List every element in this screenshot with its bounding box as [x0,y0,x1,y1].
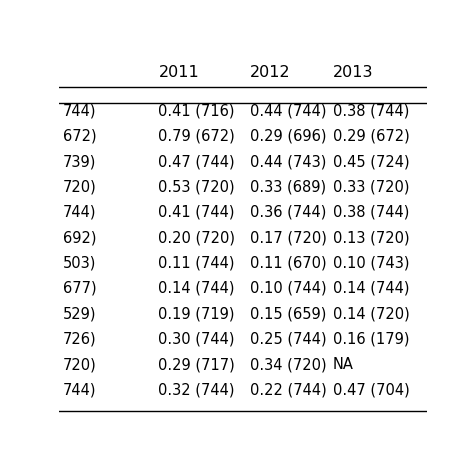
Text: 2012: 2012 [250,64,291,80]
Text: 0.29 (672): 0.29 (672) [333,129,410,144]
Text: 529): 529) [63,306,96,321]
Text: 0.33 (689): 0.33 (689) [250,180,327,194]
Text: 0.14 (720): 0.14 (720) [333,306,410,321]
Text: 0.15 (659): 0.15 (659) [250,306,327,321]
Text: 0.20 (720): 0.20 (720) [158,230,236,245]
Text: 720): 720) [63,357,97,372]
Text: 0.53 (720): 0.53 (720) [158,180,235,194]
Text: 0.32 (744): 0.32 (744) [158,383,235,397]
Text: 0.11 (744): 0.11 (744) [158,255,235,271]
Text: 0.47 (704): 0.47 (704) [333,383,410,397]
Text: 0.14 (744): 0.14 (744) [333,281,410,296]
Text: 720): 720) [63,180,97,194]
Text: 0.17 (720): 0.17 (720) [250,230,327,245]
Text: 744): 744) [63,383,96,397]
Text: 0.45 (724): 0.45 (724) [333,154,410,169]
Text: 0.44 (744): 0.44 (744) [250,103,327,118]
Text: 0.29 (696): 0.29 (696) [250,129,327,144]
Text: 0.13 (720): 0.13 (720) [333,230,410,245]
Text: 0.19 (719): 0.19 (719) [158,306,235,321]
Text: 0.11 (670): 0.11 (670) [250,255,327,271]
Text: 0.22 (744): 0.22 (744) [250,383,327,397]
Text: 0.38 (744): 0.38 (744) [333,205,410,220]
Text: 0.41 (716): 0.41 (716) [158,103,235,118]
Text: 672): 672) [63,129,97,144]
Text: 0.10 (744): 0.10 (744) [250,281,327,296]
Text: NA: NA [333,357,354,372]
Text: 692): 692) [63,230,96,245]
Text: 744): 744) [63,205,96,220]
Text: 0.29 (717): 0.29 (717) [158,357,235,372]
Text: 726): 726) [63,332,97,346]
Text: 503): 503) [63,255,96,271]
Text: 0.16 (179): 0.16 (179) [333,332,410,346]
Text: 0.14 (744): 0.14 (744) [158,281,235,296]
Text: 2013: 2013 [333,64,374,80]
Text: 0.33 (720): 0.33 (720) [333,180,410,194]
Text: 2011: 2011 [158,64,199,80]
Text: 0.30 (744): 0.30 (744) [158,332,235,346]
Text: 0.25 (744): 0.25 (744) [250,332,327,346]
Text: 677): 677) [63,281,97,296]
Text: 0.10 (743): 0.10 (743) [333,255,410,271]
Text: 0.34 (720): 0.34 (720) [250,357,327,372]
Text: 744): 744) [63,103,96,118]
Text: 0.47 (744): 0.47 (744) [158,154,235,169]
Text: 0.41 (744): 0.41 (744) [158,205,235,220]
Text: 0.36 (744): 0.36 (744) [250,205,327,220]
Text: 739): 739) [63,154,96,169]
Text: 0.79 (672): 0.79 (672) [158,129,235,144]
Text: 0.44 (743): 0.44 (743) [250,154,327,169]
Text: 0.38 (744): 0.38 (744) [333,103,410,118]
